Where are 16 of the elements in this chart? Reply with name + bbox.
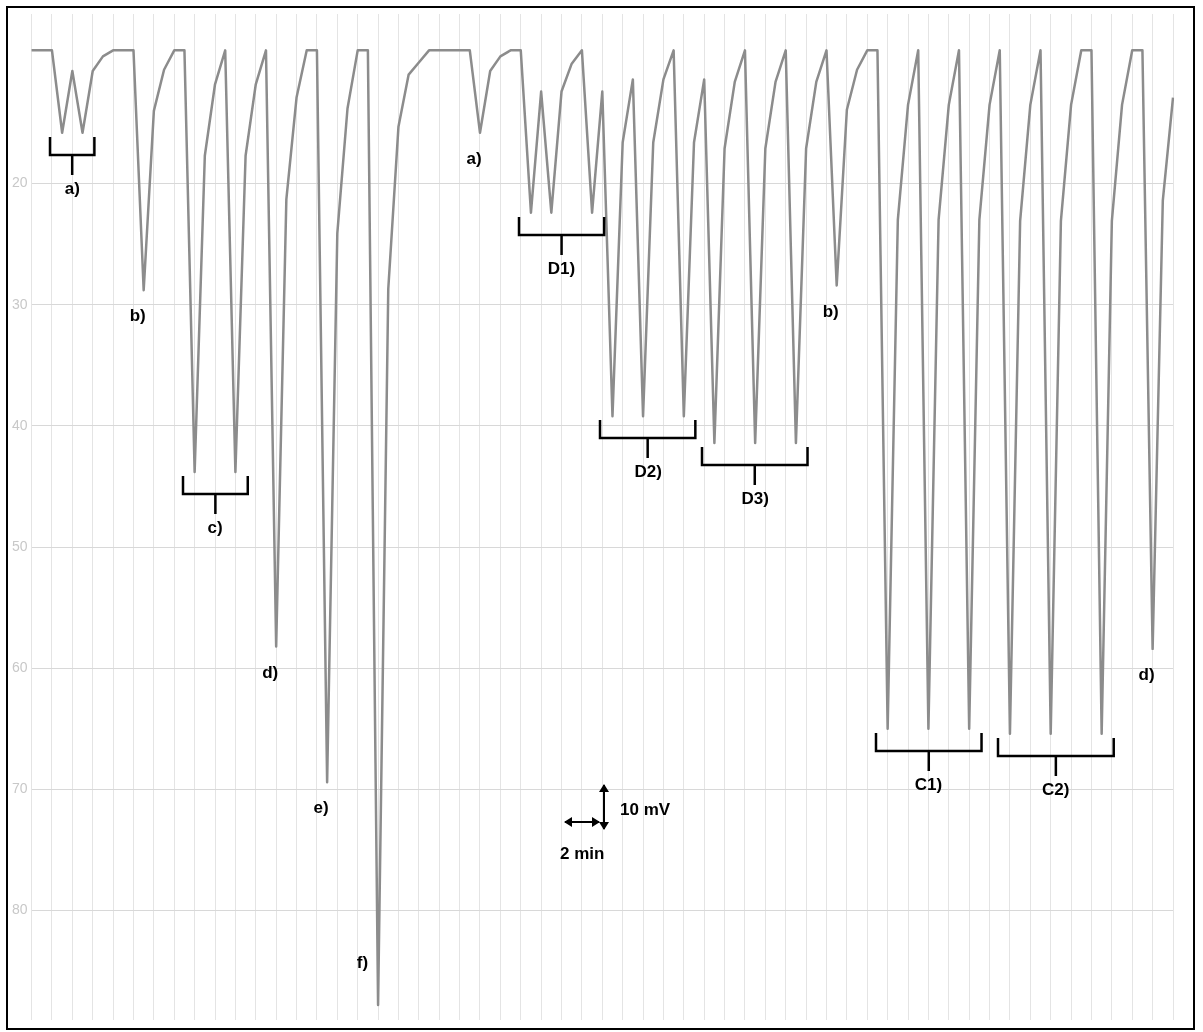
annotation: b): [129, 306, 146, 326]
annotation: c): [207, 518, 223, 538]
annotation: D2): [634, 462, 662, 482]
annotation: C2): [1042, 779, 1070, 799]
annotation: 2 min: [560, 844, 605, 864]
annotation: d): [262, 662, 279, 682]
annotation: 10 mV: [620, 800, 671, 820]
annotation: d): [1138, 665, 1155, 685]
annotation: a): [64, 178, 80, 198]
annotation: D1): [547, 258, 576, 278]
annotation: C1): [914, 775, 943, 795]
annotation: a): [466, 148, 482, 168]
annotation: e): [313, 798, 329, 818]
annotation: b): [822, 301, 839, 321]
annotation: D3): [741, 489, 769, 509]
annotation: f): [356, 953, 369, 973]
